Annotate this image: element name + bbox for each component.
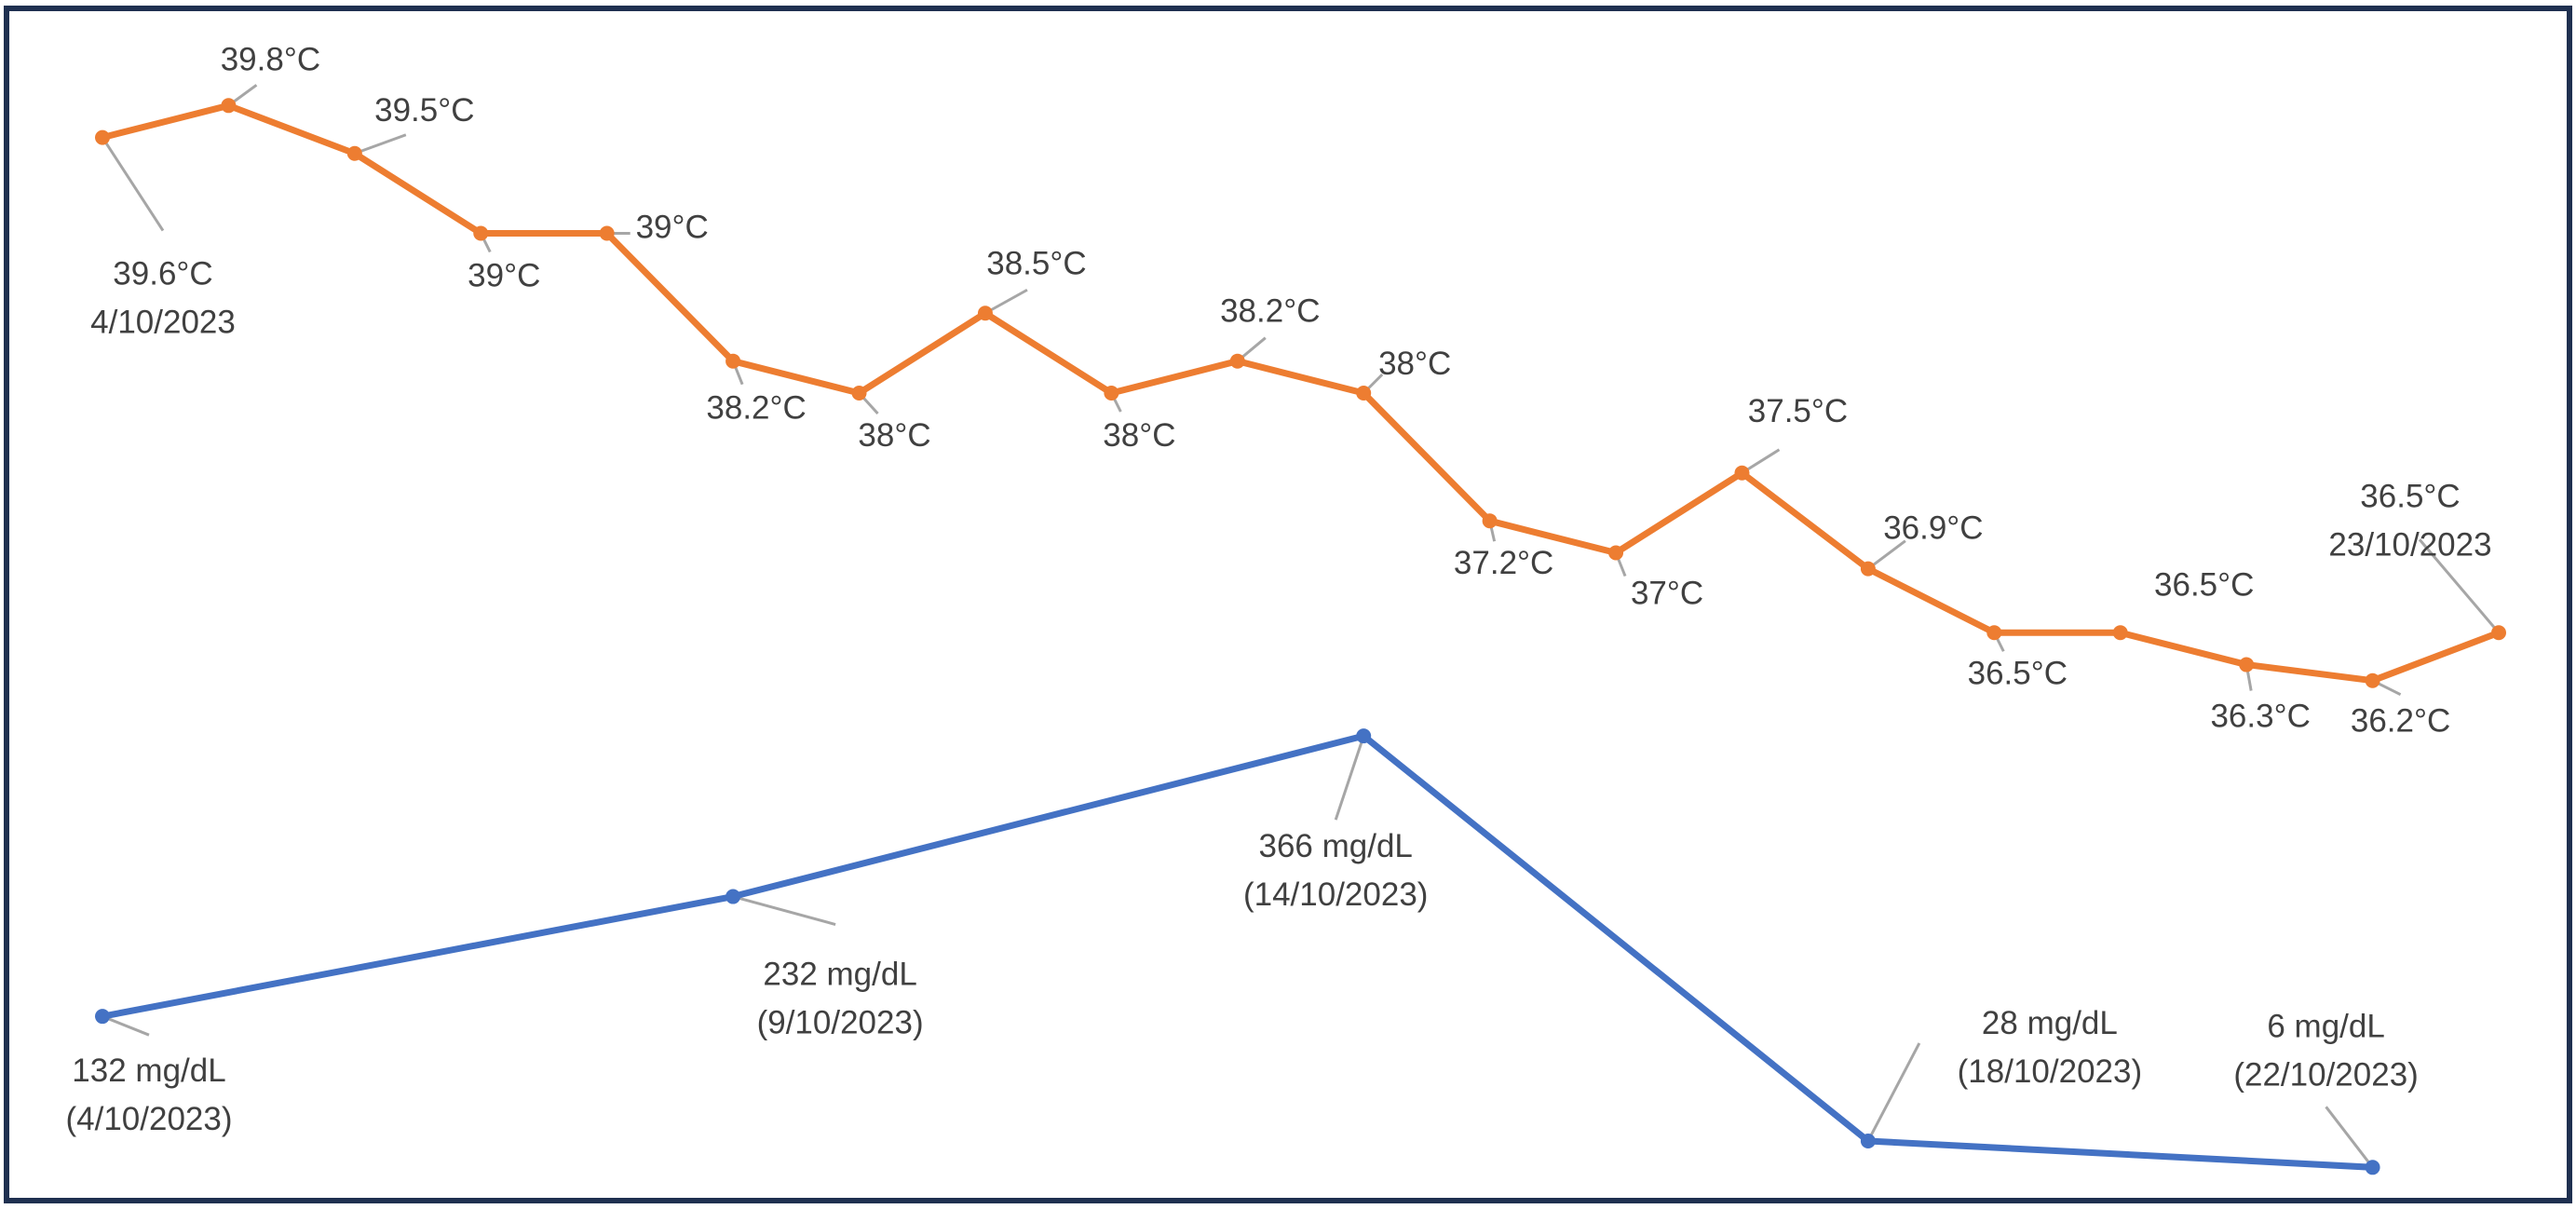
- temperature-point: [1734, 465, 1750, 481]
- temperature-point: [346, 145, 362, 161]
- temperature-value-label: 39.8°C: [221, 41, 320, 77]
- temperature-value-label: 36.2°C: [2351, 703, 2450, 740]
- temperature-data-label: 38°C: [858, 417, 930, 454]
- temperature-value-label: 38°C: [858, 417, 930, 454]
- temperature-point: [851, 386, 867, 401]
- temperature-value-label: 36.5°C: [2154, 566, 2254, 603]
- glucose-point: [95, 1009, 110, 1025]
- glucose-value-label: 366 mg/dL: [1259, 828, 1413, 864]
- temperature-value-label: 37°C: [1631, 576, 1703, 612]
- temperature-line: [102, 102, 2501, 685]
- temperature-value-label: 36.5°C: [2360, 478, 2460, 514]
- temperature-data-label: 39°C: [468, 258, 540, 294]
- temperature-data-label: 38.2°C: [706, 390, 806, 427]
- temperature-leader-line: [354, 133, 407, 156]
- temperature-data-label: 39°C: [636, 210, 709, 246]
- temperature-data-label: 38°C: [1378, 346, 1451, 382]
- glucose-date-label: (22/10/2023): [2233, 1056, 2418, 1093]
- temperature-data-label: 39.8°C: [221, 41, 320, 77]
- glucose-leader-line: [2325, 1106, 2374, 1169]
- temperature-point: [2365, 672, 2380, 688]
- glucose-value-label: 6 mg/dL: [2267, 1008, 2384, 1044]
- glucose-leader-line: [1334, 735, 1365, 821]
- glucose-point: [1860, 1133, 1876, 1148]
- temperature-data-label: 39.6°C 4/10/2023: [90, 256, 236, 341]
- glucose-date-label: (9/10/2023): [757, 1005, 924, 1041]
- temperature-value-label: 38.2°C: [1220, 293, 1320, 330]
- temperature-value-label: 36.9°C: [1883, 510, 1983, 547]
- temperature-point: [1986, 625, 2002, 641]
- temperature-data-label: 36.2°C: [2351, 703, 2450, 740]
- temperature-value-label: 38.5°C: [986, 245, 1086, 281]
- temperature-data-label: 36.5°C: [1968, 655, 2068, 691]
- temperature-value-label: 39.5°C: [374, 92, 474, 129]
- temperature-point: [599, 225, 615, 241]
- temperature-leader-line: [101, 136, 165, 232]
- temperature-data-label: 38.5°C: [986, 245, 1086, 281]
- temperature-point: [1356, 386, 1372, 401]
- temperature-point: [1608, 545, 1624, 561]
- temperature-data-label: 39.5°C: [374, 92, 474, 129]
- temperature-value-label: 38°C: [1103, 417, 1175, 454]
- temperature-point: [221, 98, 237, 114]
- temperature-point: [95, 129, 110, 145]
- glucose-date-label: (18/10/2023): [1958, 1053, 2142, 1090]
- glucose-data-label: 28 mg/dL (18/10/2023): [1958, 1005, 2142, 1090]
- temperature-data-label: 36.5°C: [2154, 566, 2254, 603]
- temperature-value-label: 39°C: [468, 258, 540, 294]
- temperature-point: [1229, 353, 1245, 369]
- temperature-point: [473, 225, 489, 241]
- temperature-leader-line: [984, 288, 1028, 315]
- temperature-leader-line: [1866, 539, 1906, 570]
- glucose-data-label: 132 mg/dL (4/10/2023): [65, 1053, 232, 1137]
- temperature-value-label: 39.6°C: [113, 256, 212, 292]
- glucose-point: [725, 889, 741, 904]
- temperature-point: [1860, 561, 1876, 577]
- temperature-data-label: 37°C: [1631, 576, 1703, 612]
- temperature-value-label: 38°C: [1378, 346, 1451, 382]
- temperature-date-label: 23/10/2023: [2328, 526, 2491, 563]
- temperature-data-label: 37.5°C: [1748, 393, 1848, 429]
- temperature-value-label: 36.5°C: [1968, 655, 2068, 691]
- chart-frame: [4, 6, 2572, 1203]
- glucose-value-label: 232 mg/dL: [763, 957, 916, 993]
- glucose-point: [1356, 728, 1372, 744]
- glucose-date-label: (14/10/2023): [1243, 876, 1428, 913]
- glucose-data-label: 366 mg/dL (14/10/2023): [1243, 828, 1428, 913]
- glucose-data-label: 6 mg/dL (22/10/2023): [2233, 1008, 2418, 1093]
- temperature-point: [977, 306, 993, 321]
- temperature-point: [2491, 625, 2506, 641]
- glucose-leader-line: [732, 895, 836, 926]
- glucose-value-label: 28 mg/dL: [1982, 1005, 2118, 1041]
- temperature-date-label: 4/10/2023: [90, 305, 236, 341]
- glucose-point: [2365, 1160, 2380, 1175]
- temperature-data-label: 36.9°C: [1883, 510, 1983, 547]
- temperature-leader-line: [2418, 538, 2501, 634]
- temperature-point: [2239, 657, 2255, 672]
- temperature-point: [1482, 513, 1498, 529]
- glucose-series: 132 mg/dL (4/10/2023) 232 mg/dL (9/10/2023)…: [65, 728, 2419, 1175]
- temperature-series: 39.6°C 4/10/2023 39.8°C 39.5°C 39°C 39°C 38.2°…: [90, 41, 2506, 740]
- temperature-value-label: 39°C: [636, 210, 709, 246]
- temperature-data-label: 38°C: [1103, 417, 1175, 454]
- temperature-point: [2112, 625, 2128, 641]
- glucose-date-label: (4/10/2023): [65, 1101, 232, 1137]
- glucose-data-label: 232 mg/dL (9/10/2023): [757, 957, 924, 1041]
- temperature-point: [1104, 386, 1119, 401]
- temperature-data-label: 37.2°C: [1454, 545, 1553, 581]
- glucose-value-label: 132 mg/dL: [72, 1053, 225, 1089]
- temperature-data-label: 36.5°C 23/10/2023: [2328, 478, 2491, 563]
- glucose-leader-line: [102, 1014, 150, 1037]
- temperature-value-label: 36.3°C: [2210, 699, 2310, 735]
- temperature-point: [725, 353, 741, 369]
- temperature-value-label: 37.2°C: [1454, 545, 1553, 581]
- temperature-value-label: 38.2°C: [706, 390, 806, 427]
- glucose-leader-line: [1866, 1042, 1921, 1142]
- temperature-value-label: 37.5°C: [1748, 393, 1848, 429]
- temperature-data-label: 36.3°C: [2210, 699, 2310, 735]
- temperature-data-label: 38.2°C: [1220, 293, 1320, 330]
